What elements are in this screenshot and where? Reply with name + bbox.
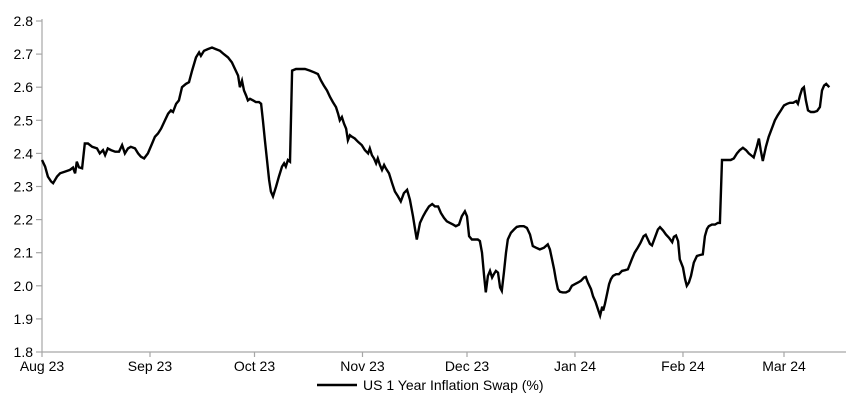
y-tick-label: 2.6 [14, 79, 34, 95]
y-tick-label: 2.8 [14, 13, 34, 29]
y-tick-label: 2.2 [14, 212, 34, 228]
y-axis-ticks: 1.8 1.9 2.0 2.1 2.2 2.3 2.4 2.5 2.6 2.7 2.8 [14, 13, 42, 360]
x-tick-label: Oct 23 [234, 358, 275, 374]
legend: US 1 Year Inflation Swap (%) [317, 377, 544, 393]
x-tick-label: Dec 23 [445, 358, 490, 374]
x-tick-label: Aug 23 [20, 358, 65, 374]
y-tick-label: 2.4 [14, 145, 34, 161]
y-tick-label: 1.9 [14, 311, 34, 327]
x-tick-label: Sep 23 [128, 358, 173, 374]
y-tick-label: 2.1 [14, 245, 34, 261]
x-tick-label: Feb 24 [661, 358, 705, 374]
legend-label: US 1 Year Inflation Swap (%) [363, 377, 544, 393]
series-line [40, 46, 831, 320]
y-tick-label: 2.3 [14, 179, 34, 195]
y-tick-label: 1.8 [14, 344, 34, 360]
x-axis-ticks: Aug 23 Sep 23 Oct 23 Nov 23 Dec 23 Jan 24 Feb … [20, 352, 806, 374]
x-tick-label: Mar 24 [762, 358, 806, 374]
x-tick-label: Jan 24 [554, 358, 596, 374]
y-tick-label: 2.0 [14, 278, 34, 294]
x-tick-label: Nov 23 [340, 358, 385, 374]
y-tick-label: 2.7 [14, 46, 34, 62]
y-tick-label: 2.5 [14, 112, 34, 128]
